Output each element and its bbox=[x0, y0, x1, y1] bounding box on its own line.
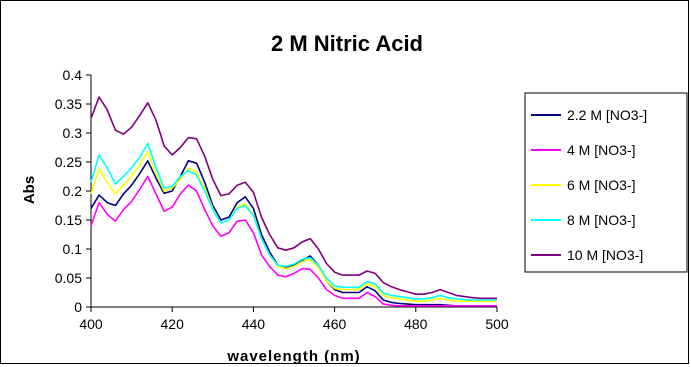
x-tick-label: 460 bbox=[323, 316, 347, 332]
y-tick-label: 0.3 bbox=[63, 125, 83, 141]
y-tick-label: 0.05 bbox=[55, 270, 82, 286]
x-axis-label: wavelength (nm) bbox=[226, 348, 360, 365]
legend-label-4: 8 M [NO3-] bbox=[567, 212, 635, 228]
y-tick-label: 0.35 bbox=[55, 96, 82, 112]
series-line-2 bbox=[90, 175, 497, 307]
y-tick-label: 0.25 bbox=[55, 154, 82, 170]
legend-label-1: 2.2 M [NO3-] bbox=[567, 107, 647, 123]
chart-title: 2 M Nitric Acid bbox=[271, 31, 423, 56]
series-line-3 bbox=[90, 150, 497, 303]
y-tick-label: 0 bbox=[74, 299, 82, 315]
x-tick-label: 400 bbox=[79, 316, 103, 332]
x-tick-label: 500 bbox=[485, 316, 509, 332]
y-tick-label: 0.15 bbox=[55, 212, 82, 228]
legend: 2.2 M [NO3-] 4 M [NO3-] 6 M [NO3-] 8 M [NO3… bbox=[524, 92, 688, 273]
series-line-1 bbox=[90, 160, 497, 307]
series-line-4 bbox=[90, 142, 497, 301]
x-tick-label: 420 bbox=[161, 316, 185, 332]
legend-label-2: 4 M [NO3-] bbox=[567, 142, 635, 158]
legend-label-3: 6 M [NO3-] bbox=[567, 177, 635, 193]
y-axis-label: Abs bbox=[21, 176, 38, 204]
x-tick-label: 440 bbox=[242, 316, 266, 332]
legend-label-5: 10 M [NO3-] bbox=[567, 247, 643, 263]
y-tick-label: 0.2 bbox=[63, 183, 83, 199]
series-line-5 bbox=[90, 96, 497, 300]
y-tick-label: 0.1 bbox=[63, 241, 83, 257]
y-tick-label: 0.4 bbox=[63, 67, 83, 83]
plot-area: 0 0.05 0.1 0.15 0.2 0.25 0.3 0.35 0.4 400 420 440 46… bbox=[55, 67, 509, 332]
x-tick-label: 480 bbox=[404, 316, 428, 332]
legend-box bbox=[524, 92, 688, 273]
